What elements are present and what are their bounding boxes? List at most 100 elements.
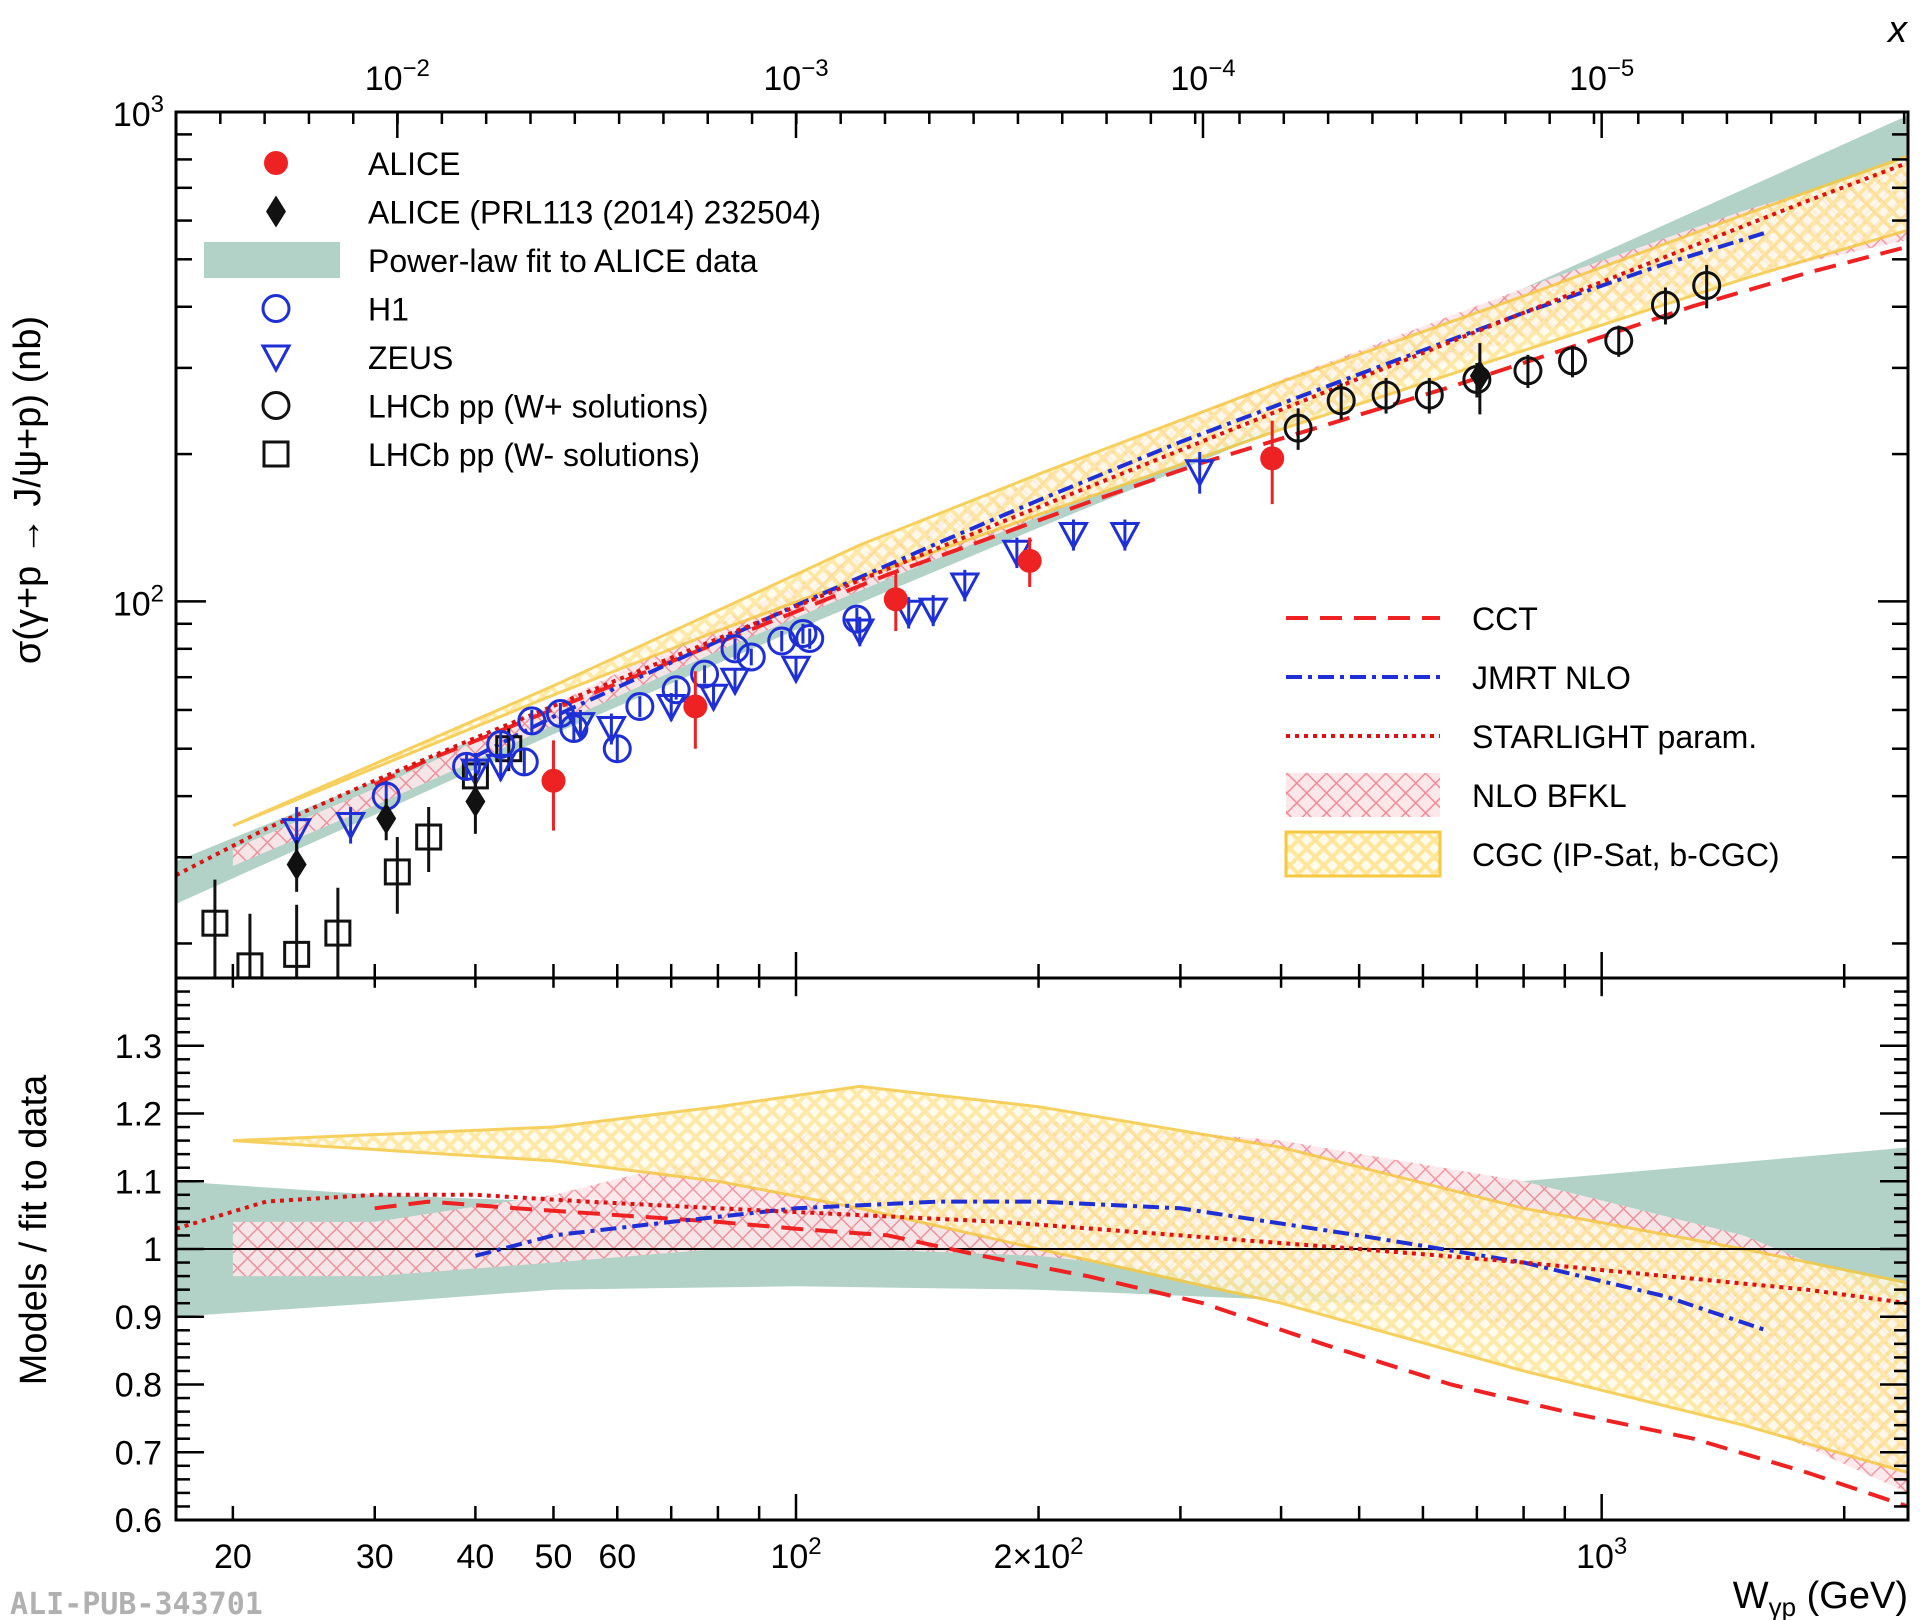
jmrt-line-top xyxy=(474,230,1767,759)
zeus-point xyxy=(698,683,730,713)
legend-jmrt-label: JMRT NLO xyxy=(1472,660,1631,696)
alice2014-point xyxy=(465,785,486,818)
lhcb_plus-point xyxy=(1371,380,1401,410)
alice-point xyxy=(1260,446,1285,471)
x-top-tick-label: 10−2 xyxy=(365,55,430,98)
alice-point xyxy=(883,587,908,612)
legend-bfkl-swatch xyxy=(1286,773,1440,817)
legend-lhcb_minus-marker xyxy=(262,440,290,468)
top-x-axis-label: x xyxy=(1886,9,1909,51)
zeus-point xyxy=(844,618,876,648)
legend-alice2014-marker xyxy=(266,195,286,228)
zeus-point xyxy=(564,712,596,741)
legend-zeus-label: ZEUS xyxy=(368,340,453,376)
ratio-y-tick-label: 1.3 xyxy=(115,1028,162,1066)
y-tick-label: 103 xyxy=(113,91,164,134)
ratio-bands xyxy=(176,1084,1910,1493)
alice2014-point xyxy=(1469,359,1490,392)
y-tick-label: 102 xyxy=(113,580,164,623)
legend-fit-label: Power-law fit to ALICE data xyxy=(368,243,758,279)
zeus-point xyxy=(281,818,313,847)
zeus-point xyxy=(949,572,981,602)
lhcb_minus-point xyxy=(324,919,352,947)
alice2014-point xyxy=(376,802,397,835)
ratio-y-tick-label: 0.7 xyxy=(115,1434,162,1472)
starlight-line-ratio xyxy=(175,1192,1909,1306)
legend-h1-label: H1 xyxy=(368,292,409,328)
top-data-points xyxy=(201,264,1722,980)
zeus-point xyxy=(335,812,367,841)
ratio-y-tick-label: 0.6 xyxy=(115,1502,162,1540)
legend-lhcb_minus-label: LHCb pp (W- solutions) xyxy=(368,437,700,473)
zeus-point xyxy=(459,758,491,788)
x-tick-label: 30 xyxy=(356,1538,394,1576)
h1-point xyxy=(602,734,632,764)
legend: ALICE ALICE (PRL113 (2014) 232504) Power-l… xyxy=(204,146,1780,878)
ratio-y-tick-label: 0.9 xyxy=(115,1299,162,1337)
x-tick-label: 60 xyxy=(598,1538,636,1576)
zeus-point xyxy=(1057,521,1089,551)
cct-line-ratio xyxy=(374,1199,1909,1509)
lhcb_minus-point xyxy=(201,909,229,937)
ratio-lines xyxy=(175,1192,1909,1509)
legend-starlight-label: STARLIGHT param. xyxy=(1472,719,1757,755)
ratio-y-tick-label: 1 xyxy=(143,1231,162,1269)
legend-h1-marker xyxy=(261,294,291,323)
bottom-y-axis-label: Models / fit to data xyxy=(13,1074,55,1385)
lhcb_minus-point xyxy=(383,858,411,886)
h1-point xyxy=(517,706,547,736)
watermark: ALI-PUB-343701 xyxy=(10,1587,263,1620)
legend-zeus-marker xyxy=(260,344,292,374)
legend-lhcb_plus-marker xyxy=(261,391,291,420)
alice-point xyxy=(541,768,566,793)
h1-point xyxy=(720,634,750,664)
alice-point xyxy=(683,694,708,719)
lhcb_plus-point xyxy=(1326,386,1356,416)
lhcb_plus-point xyxy=(1692,271,1722,301)
x-top-tick-label: 10−5 xyxy=(1569,55,1634,98)
h1-point xyxy=(452,751,482,781)
x-tick-label: 20 xyxy=(214,1538,252,1576)
legend-alice-label: ALICE xyxy=(368,146,460,182)
top-model-bands xyxy=(176,115,1910,904)
x-tick-label: 40 xyxy=(456,1538,494,1576)
x-tick-label: 103 xyxy=(1576,1533,1627,1576)
h1-point xyxy=(788,618,818,648)
h1-point xyxy=(736,642,766,672)
ratio-y-tick-label: 1.2 xyxy=(115,1096,162,1134)
lhcb_plus-point xyxy=(1650,290,1680,320)
lhcb_plus-point xyxy=(1558,346,1587,376)
x-tick-label: 50 xyxy=(535,1538,573,1576)
axis-ticks xyxy=(174,110,1908,1522)
zeus-point xyxy=(595,715,627,745)
ratio-y-tick-label: 0.8 xyxy=(115,1367,162,1405)
ratio-y-tick-label: 1.1 xyxy=(115,1163,162,1201)
jmrt-line-ratio xyxy=(474,1199,1767,1333)
h1-point xyxy=(625,691,655,721)
legend-cct-label: CCT xyxy=(1472,601,1538,637)
legend-fit-swatch xyxy=(204,242,340,278)
lhcb_plus-point xyxy=(1283,413,1313,443)
legend-cgc-label: CGC (IP-Sat, b-CGC) xyxy=(1472,837,1780,873)
zeus-point xyxy=(1184,459,1216,488)
lhcb_minus-point xyxy=(283,940,311,968)
alice2014-point xyxy=(286,848,307,881)
zeus-point xyxy=(917,597,949,627)
lhcb_plus-point xyxy=(1414,380,1444,410)
legend-alice2014-label: ALICE (PRL113 (2014) 232504) xyxy=(368,195,821,231)
legend-bfkl-label: NLO BFKL xyxy=(1472,778,1627,814)
lhcb_minus-point xyxy=(415,823,443,851)
tick-labels: 102 103 10−2 10−3 10−4 10−5 0.6 0.7 0.8 0.9 1 1.1 1.… xyxy=(113,55,1634,1576)
starlight-line-top xyxy=(175,160,1909,877)
h1-point xyxy=(795,623,825,653)
legend-lhcb_plus-label: LHCb pp (W+ solutions) xyxy=(368,389,709,425)
x-top-tick-label: 10−3 xyxy=(763,55,828,98)
alice-point xyxy=(1017,548,1042,573)
zeus-point xyxy=(655,693,687,723)
h1-point xyxy=(767,626,797,656)
x-tick-label: 102 xyxy=(770,1533,821,1576)
lhcb_plus-point xyxy=(1513,356,1543,386)
bottom-x-axis-label: Wγp (GeV) xyxy=(1733,1575,1908,1620)
zeus-point xyxy=(780,655,812,685)
